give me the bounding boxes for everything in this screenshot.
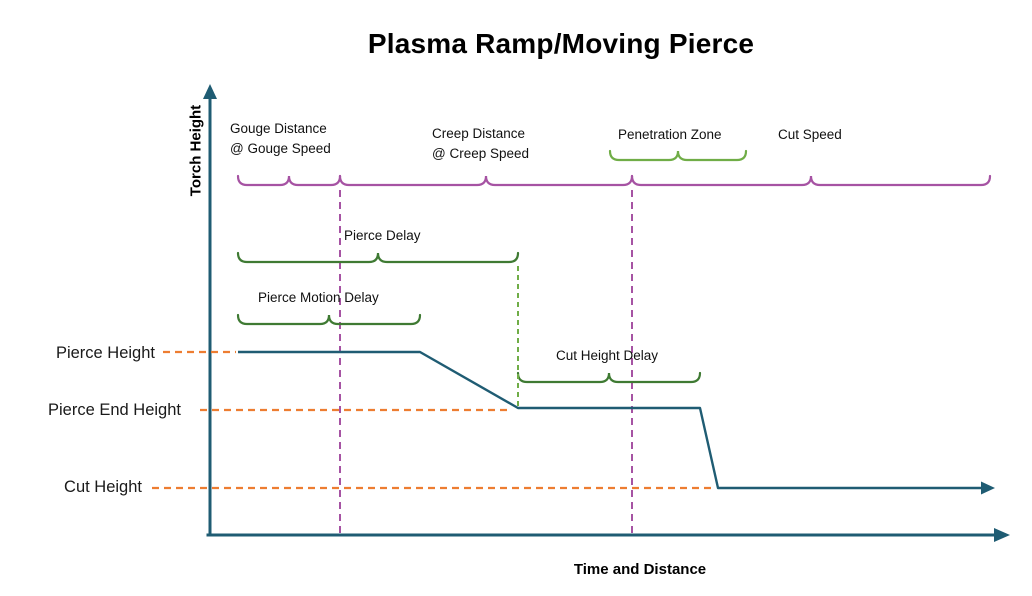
cut-speed-label: Cut Speed xyxy=(778,127,842,142)
creep-zone-label-line2: @ Creep Speed xyxy=(432,146,530,161)
cut-height-label: Cut Height xyxy=(64,478,142,496)
penetration-zone-brace xyxy=(608,149,748,162)
cut-speed-brace xyxy=(630,174,992,187)
creep-zone-label-line1: Creep Distance xyxy=(432,126,526,141)
cut-height-delay-brace xyxy=(516,371,702,384)
gouge-zone-label: Gouge Distance @ Gouge Speed xyxy=(230,119,331,159)
y-axis-arrow xyxy=(203,84,217,99)
pierce-delay-brace xyxy=(236,251,520,264)
pierce-height-label: Pierce Height xyxy=(55,344,155,362)
pierce-delay-label: Pierce Delay xyxy=(344,228,421,243)
penetration-zone-label: Penetration Zone xyxy=(618,127,722,142)
x-axis-arrow xyxy=(994,528,1010,542)
pierce-motion-delay-label: Pierce Motion Delay xyxy=(258,290,379,305)
gouge-distance-brace xyxy=(236,174,342,187)
creep-distance-brace xyxy=(338,174,634,187)
torch-path-arrow xyxy=(981,481,995,495)
y-axis-label: Torch Height xyxy=(187,104,205,197)
gouge-zone-label-line1: Gouge Distance xyxy=(230,121,327,136)
cut-height-delay-label: Cut Height Delay xyxy=(556,348,659,363)
torch-height-path xyxy=(238,350,982,490)
gouge-zone-label-line2: @ Gouge Speed xyxy=(230,141,331,156)
creep-zone-label: Creep Distance @ Creep Speed xyxy=(432,124,529,164)
pierce-motion-delay-brace xyxy=(236,313,422,326)
x-axis-label: Time and Distance xyxy=(573,561,707,578)
chart-title: Plasma Ramp/Moving Pierce xyxy=(367,28,755,59)
pierce-end-height-label: Pierce End Height xyxy=(48,401,181,419)
